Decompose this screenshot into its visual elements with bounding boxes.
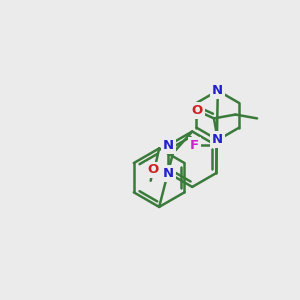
- Text: N: N: [212, 84, 224, 97]
- Text: O: O: [147, 164, 159, 176]
- Text: N: N: [163, 167, 174, 180]
- Text: F: F: [190, 139, 199, 152]
- Text: N: N: [163, 139, 174, 152]
- Text: O: O: [191, 104, 203, 117]
- Text: N: N: [212, 134, 224, 146]
